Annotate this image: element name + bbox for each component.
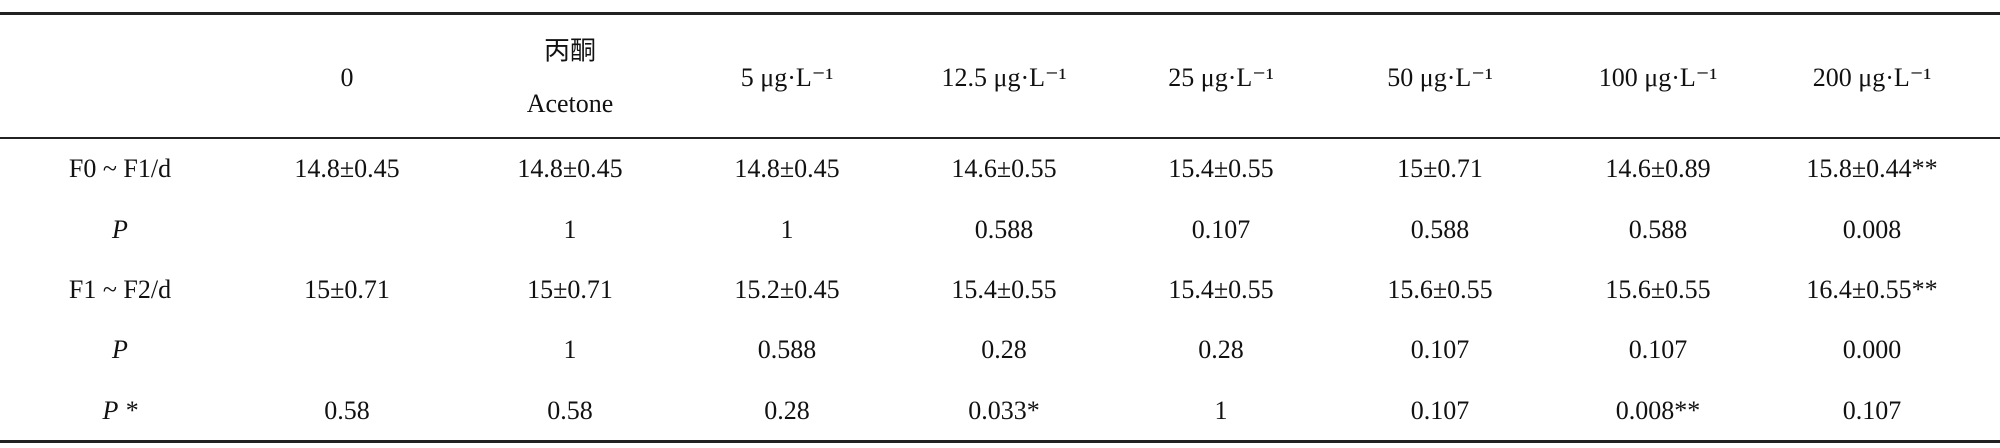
table-cell: 15.4±0.55 xyxy=(1168,154,1274,183)
header-cell: Acetone xyxy=(526,89,614,118)
table-cell: 0.107 xyxy=(1410,396,1470,425)
bottom-rule xyxy=(0,440,2000,443)
table-cell: 16.4±0.55** xyxy=(1806,275,1938,304)
row-label: P xyxy=(112,215,128,244)
table-cell: 15.2±0.45 xyxy=(734,275,840,304)
table-cell: 14.8±0.45 xyxy=(517,154,623,183)
table-cell: 15.6±0.55 xyxy=(1387,275,1493,304)
table-cell: 0.58 xyxy=(324,396,370,425)
row-label: F0 ~ F1/d xyxy=(68,154,172,183)
header-rule xyxy=(0,137,2000,139)
header-cell: 丙酮 xyxy=(543,36,597,66)
table-cell: 14.8±0.45 xyxy=(734,154,840,183)
table-cell: 15.4±0.55 xyxy=(951,275,1057,304)
table-cell: 1 xyxy=(780,215,794,244)
header-cell: 5 μg·L⁻¹ xyxy=(740,63,834,92)
table-cell: 0.033* xyxy=(968,396,1040,425)
table-cell: 0.28 xyxy=(764,396,810,425)
table-cell: 0.588 xyxy=(1410,215,1470,244)
table-cell: 0.588 xyxy=(974,215,1034,244)
header-cell: 50 μg·L⁻¹ xyxy=(1387,63,1493,92)
table-cell: 14.8±0.45 xyxy=(294,154,400,183)
table-cell: 0.28 xyxy=(981,335,1027,364)
table-cell: 0.107 xyxy=(1410,335,1470,364)
table-cell: 14.6±0.55 xyxy=(951,154,1057,183)
table-cell: 0.000 xyxy=(1842,335,1902,364)
table-cell: 15±0.71 xyxy=(527,275,613,304)
row-label: F1 ~ F2/d xyxy=(68,275,172,304)
table-cell: 1 xyxy=(1214,396,1228,425)
table-cell: 1 xyxy=(563,335,577,364)
header-cell: 0 xyxy=(340,63,354,92)
header-cell: 100 μg·L⁻¹ xyxy=(1598,63,1718,92)
table-cell: 0.107 xyxy=(1191,215,1251,244)
table-cell: 1 xyxy=(563,215,577,244)
table-cell: 0.107 xyxy=(1842,396,1902,425)
row-label: P * xyxy=(102,396,138,425)
table-cell: 14.6±0.89 xyxy=(1605,154,1711,183)
table-cell: 15±0.71 xyxy=(1397,154,1483,183)
table-cell: 0.28 xyxy=(1198,335,1244,364)
table-cell: 15.4±0.55 xyxy=(1168,275,1274,304)
table-cell: 0.008** xyxy=(1615,396,1701,425)
table-cell: 0.107 xyxy=(1628,335,1688,364)
header-cell: 200 μg·L⁻¹ xyxy=(1812,63,1932,92)
row-label: P xyxy=(112,335,128,364)
table-cell: 15.8±0.44** xyxy=(1806,154,1938,183)
table-cell: 0.58 xyxy=(547,396,593,425)
top-rule xyxy=(0,12,2000,15)
table-cell: 15±0.71 xyxy=(304,275,390,304)
table-cell: 15.6±0.55 xyxy=(1605,275,1711,304)
table-cell: 0.008 xyxy=(1842,215,1902,244)
table-cell: 0.588 xyxy=(1628,215,1688,244)
table-cell: 0.588 xyxy=(757,335,817,364)
header-cell: 25 μg·L⁻¹ xyxy=(1168,63,1274,92)
header-cell: 12.5 μg·L⁻¹ xyxy=(941,63,1067,92)
